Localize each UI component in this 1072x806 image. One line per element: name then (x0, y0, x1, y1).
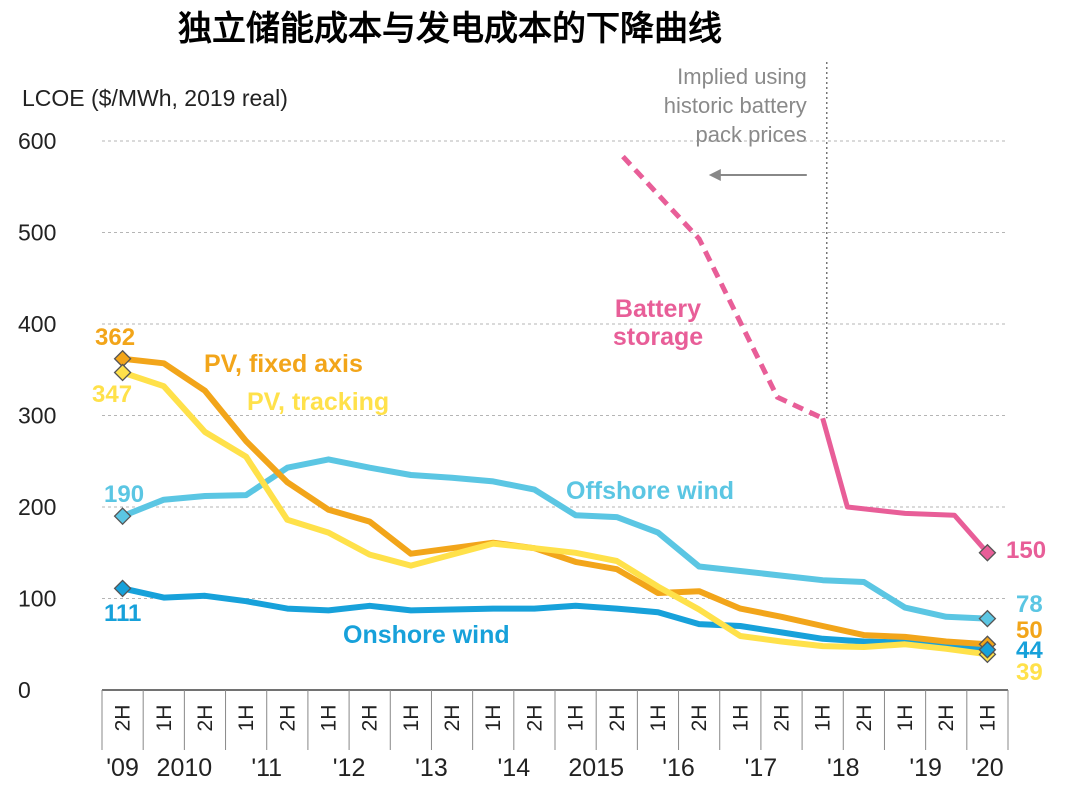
x-tick-label: 1H (400, 705, 423, 732)
x-tick-label: 1H (812, 705, 835, 732)
x-tick-label: 2H (935, 705, 958, 732)
year-label: 2010 (157, 754, 213, 782)
series-name-label: storage (613, 323, 703, 351)
gridlines: 0 100 200 300 400 500 600 (18, 128, 1008, 703)
battery-storage-dashed-line (621, 154, 824, 421)
y-tick-label: 0 (18, 677, 31, 703)
year-label: 2015 (568, 754, 624, 782)
y-axis-label: LCOE ($/MWh, 2019 real) (22, 85, 288, 111)
x-tick-label: 2H (523, 705, 546, 732)
series-name-label: Offshore wind (566, 477, 734, 505)
series-name-label: PV, tracking (247, 388, 389, 416)
year-label: '12 (333, 754, 366, 782)
end-value-label: 50 (1016, 617, 1043, 644)
x-tick-label: 2H (853, 705, 876, 732)
x-tick-label: 2H (276, 705, 299, 732)
endpoint-marker (113, 363, 132, 382)
series-name-label: PV, fixed axis (204, 350, 363, 378)
endpoint-marker (978, 640, 997, 659)
end-value-label: 150 (1006, 537, 1046, 564)
x-tick-label: 1H (894, 705, 917, 732)
battery-storage-line (820, 417, 990, 555)
year-label: '13 (415, 754, 448, 782)
annotation-text: historic battery (664, 93, 807, 118)
annotation: Implied using historic battery pack prices (664, 62, 828, 419)
series-markers (113, 349, 997, 664)
chart-title: 独立储能成本与发电成本的下降曲线 (178, 9, 722, 49)
annotation-text: Implied using (677, 64, 807, 89)
x-tick-label: 2H (771, 705, 794, 732)
y-tick-label: 600 (18, 128, 56, 154)
series-line (119, 585, 991, 653)
y-tick-label: 100 (18, 586, 56, 612)
year-label: '14 (498, 754, 531, 782)
y-tick-label: 300 (18, 403, 56, 429)
year-label: '19 (909, 754, 942, 782)
series-name-label: Onshore wind (343, 621, 510, 649)
x-tick-label: 2H (441, 705, 464, 732)
start-value-label: 111 (104, 600, 141, 627)
start-value-label: 362 (95, 324, 135, 351)
endpoint-marker (978, 609, 997, 628)
start-value-label: 190 (104, 481, 144, 508)
x-tick-label: 1H (647, 705, 670, 732)
year-label: '20 (971, 754, 1004, 782)
end-value-label: 39 (1016, 659, 1043, 686)
y-tick-label: 500 (18, 220, 56, 246)
year-label: '09 (106, 754, 139, 782)
endpoint-marker (113, 579, 132, 598)
x-tick-label: 1H (153, 705, 176, 732)
x-tick-label: 1H (729, 705, 752, 732)
x-tick-label: 2H (688, 705, 711, 732)
endpoint-marker (978, 543, 997, 562)
axes: 2H 1H 2H 1H 2H 1H 2H 1H 2H 1H 2H 1H 2H 1H 2H 1H 2H 1H 2H 1H… (101, 689, 1009, 782)
x-tick-label: 1H (318, 705, 341, 732)
endpoint-marker (113, 507, 132, 526)
x-tick-label: 1H (235, 705, 258, 732)
year-label: '16 (662, 754, 695, 782)
end-value-label: 78 (1016, 591, 1043, 618)
series-line (119, 355, 991, 648)
x-tick-label: 2H (606, 705, 629, 732)
series-line (119, 369, 991, 658)
year-label: '11 (251, 754, 282, 782)
x-tick-label: 2H (112, 705, 135, 732)
series-line (119, 456, 991, 622)
x-tick-label: 2H (194, 705, 217, 732)
series-name-label: Battery (615, 295, 701, 323)
end-value-label: 44 (1016, 637, 1043, 664)
y-tick-label: 400 (18, 311, 56, 337)
x-tick-label: 1H (482, 705, 505, 732)
series-lines (119, 154, 991, 658)
x-tick-label: 1H (976, 705, 999, 732)
annotation-arrow-head (708, 169, 721, 181)
year-label: '18 (827, 754, 860, 782)
start-value-label: 347 (92, 381, 132, 408)
x-tick-label: 1H (565, 705, 588, 732)
x-tick-label: 2H (359, 705, 382, 732)
y-tick-label: 200 (18, 494, 56, 520)
annotation-text: pack prices (696, 122, 807, 147)
year-label: '17 (745, 754, 778, 782)
